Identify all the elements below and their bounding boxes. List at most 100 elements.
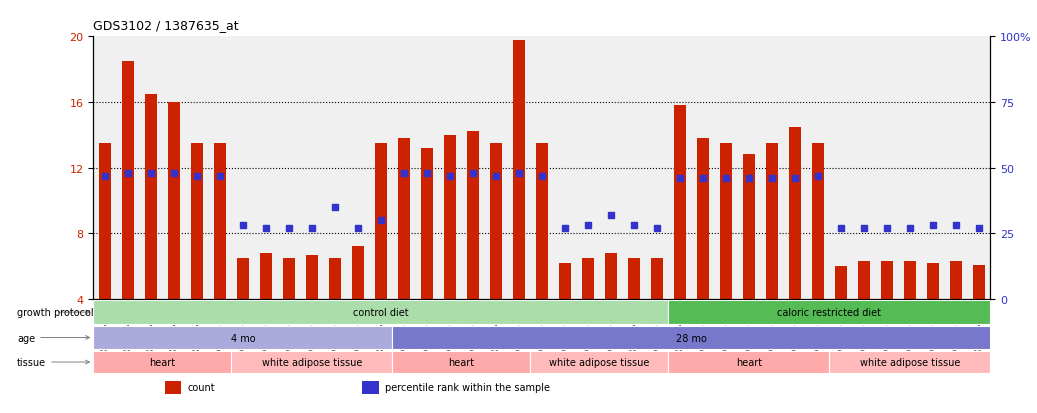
Point bbox=[810, 173, 826, 179]
Bar bbox=[668, 351, 830, 373]
Text: caloric restricted diet: caloric restricted diet bbox=[778, 307, 881, 317]
Point bbox=[372, 217, 389, 224]
Bar bbox=[605, 254, 617, 299]
Point bbox=[212, 173, 228, 179]
Bar bbox=[512, 40, 525, 299]
Point bbox=[142, 170, 159, 177]
Bar bbox=[830, 351, 990, 373]
Bar bbox=[421, 149, 433, 299]
Text: 4 mo: 4 mo bbox=[230, 333, 255, 343]
Point bbox=[718, 176, 734, 182]
Bar bbox=[582, 258, 594, 299]
Point bbox=[833, 225, 849, 232]
Bar bbox=[352, 247, 364, 299]
Bar bbox=[93, 301, 668, 324]
Bar bbox=[903, 261, 916, 299]
Point bbox=[740, 176, 757, 182]
Bar bbox=[530, 351, 668, 373]
Bar bbox=[742, 155, 755, 299]
Text: control diet: control diet bbox=[353, 307, 409, 317]
Text: white adipose tissue: white adipose tissue bbox=[261, 357, 362, 367]
Point bbox=[580, 223, 596, 229]
Bar bbox=[788, 127, 802, 299]
Point bbox=[602, 212, 619, 219]
Point bbox=[856, 225, 872, 232]
Bar bbox=[168, 103, 180, 299]
Point bbox=[625, 223, 642, 229]
Bar bbox=[374, 144, 387, 299]
Bar bbox=[835, 266, 847, 299]
Bar bbox=[392, 351, 530, 373]
Point bbox=[395, 170, 412, 177]
Bar bbox=[214, 144, 226, 299]
Point bbox=[878, 225, 895, 232]
Bar bbox=[973, 265, 985, 299]
Bar bbox=[673, 106, 686, 299]
Point bbox=[901, 225, 918, 232]
Point bbox=[119, 170, 136, 177]
Bar bbox=[93, 351, 231, 373]
Bar bbox=[144, 95, 158, 299]
Bar bbox=[489, 144, 502, 299]
Bar bbox=[627, 258, 640, 299]
Text: age: age bbox=[17, 333, 89, 343]
Point bbox=[510, 170, 527, 177]
Point bbox=[166, 170, 183, 177]
Point bbox=[695, 176, 711, 182]
Bar bbox=[191, 144, 203, 299]
Bar bbox=[812, 144, 824, 299]
Text: tissue: tissue bbox=[17, 357, 89, 367]
Point bbox=[234, 223, 251, 229]
Point bbox=[189, 173, 205, 179]
Point bbox=[925, 223, 942, 229]
Bar bbox=[392, 327, 990, 349]
Point bbox=[304, 225, 320, 232]
Bar bbox=[950, 261, 962, 299]
Text: heart: heart bbox=[448, 357, 474, 367]
Text: percentile rank within the sample: percentile rank within the sample bbox=[385, 382, 550, 392]
Text: white adipose tissue: white adipose tissue bbox=[550, 357, 649, 367]
Point bbox=[948, 223, 964, 229]
Bar bbox=[697, 139, 709, 299]
Bar bbox=[858, 261, 870, 299]
Bar bbox=[236, 258, 249, 299]
Text: white adipose tissue: white adipose tissue bbox=[860, 357, 960, 367]
Text: growth protocol: growth protocol bbox=[17, 307, 93, 317]
Point bbox=[465, 170, 481, 177]
Bar bbox=[720, 144, 732, 299]
Point bbox=[648, 225, 665, 232]
Point bbox=[763, 176, 780, 182]
Point bbox=[281, 225, 298, 232]
Point bbox=[96, 173, 113, 179]
Bar bbox=[165, 381, 181, 394]
Bar bbox=[231, 351, 392, 373]
Point bbox=[257, 225, 274, 232]
Point bbox=[557, 225, 573, 232]
Bar bbox=[282, 258, 296, 299]
Bar bbox=[880, 261, 893, 299]
Point bbox=[327, 204, 343, 211]
Bar bbox=[306, 255, 318, 299]
Point bbox=[349, 225, 366, 232]
Point bbox=[971, 225, 987, 232]
Text: heart: heart bbox=[736, 357, 762, 367]
Bar bbox=[535, 144, 549, 299]
Text: GDS3102 / 1387635_at: GDS3102 / 1387635_at bbox=[93, 19, 239, 31]
Bar bbox=[650, 258, 663, 299]
Bar bbox=[259, 254, 272, 299]
Bar bbox=[362, 381, 379, 394]
Point bbox=[442, 173, 458, 179]
Bar bbox=[329, 258, 341, 299]
Bar bbox=[121, 62, 134, 299]
Bar bbox=[467, 132, 479, 299]
Bar bbox=[397, 139, 411, 299]
Point bbox=[419, 170, 436, 177]
Bar bbox=[926, 263, 940, 299]
Bar bbox=[668, 301, 990, 324]
Bar bbox=[99, 144, 111, 299]
Point bbox=[672, 176, 689, 182]
Bar bbox=[559, 263, 571, 299]
Point bbox=[533, 173, 550, 179]
Text: heart: heart bbox=[149, 357, 175, 367]
Point bbox=[487, 173, 504, 179]
